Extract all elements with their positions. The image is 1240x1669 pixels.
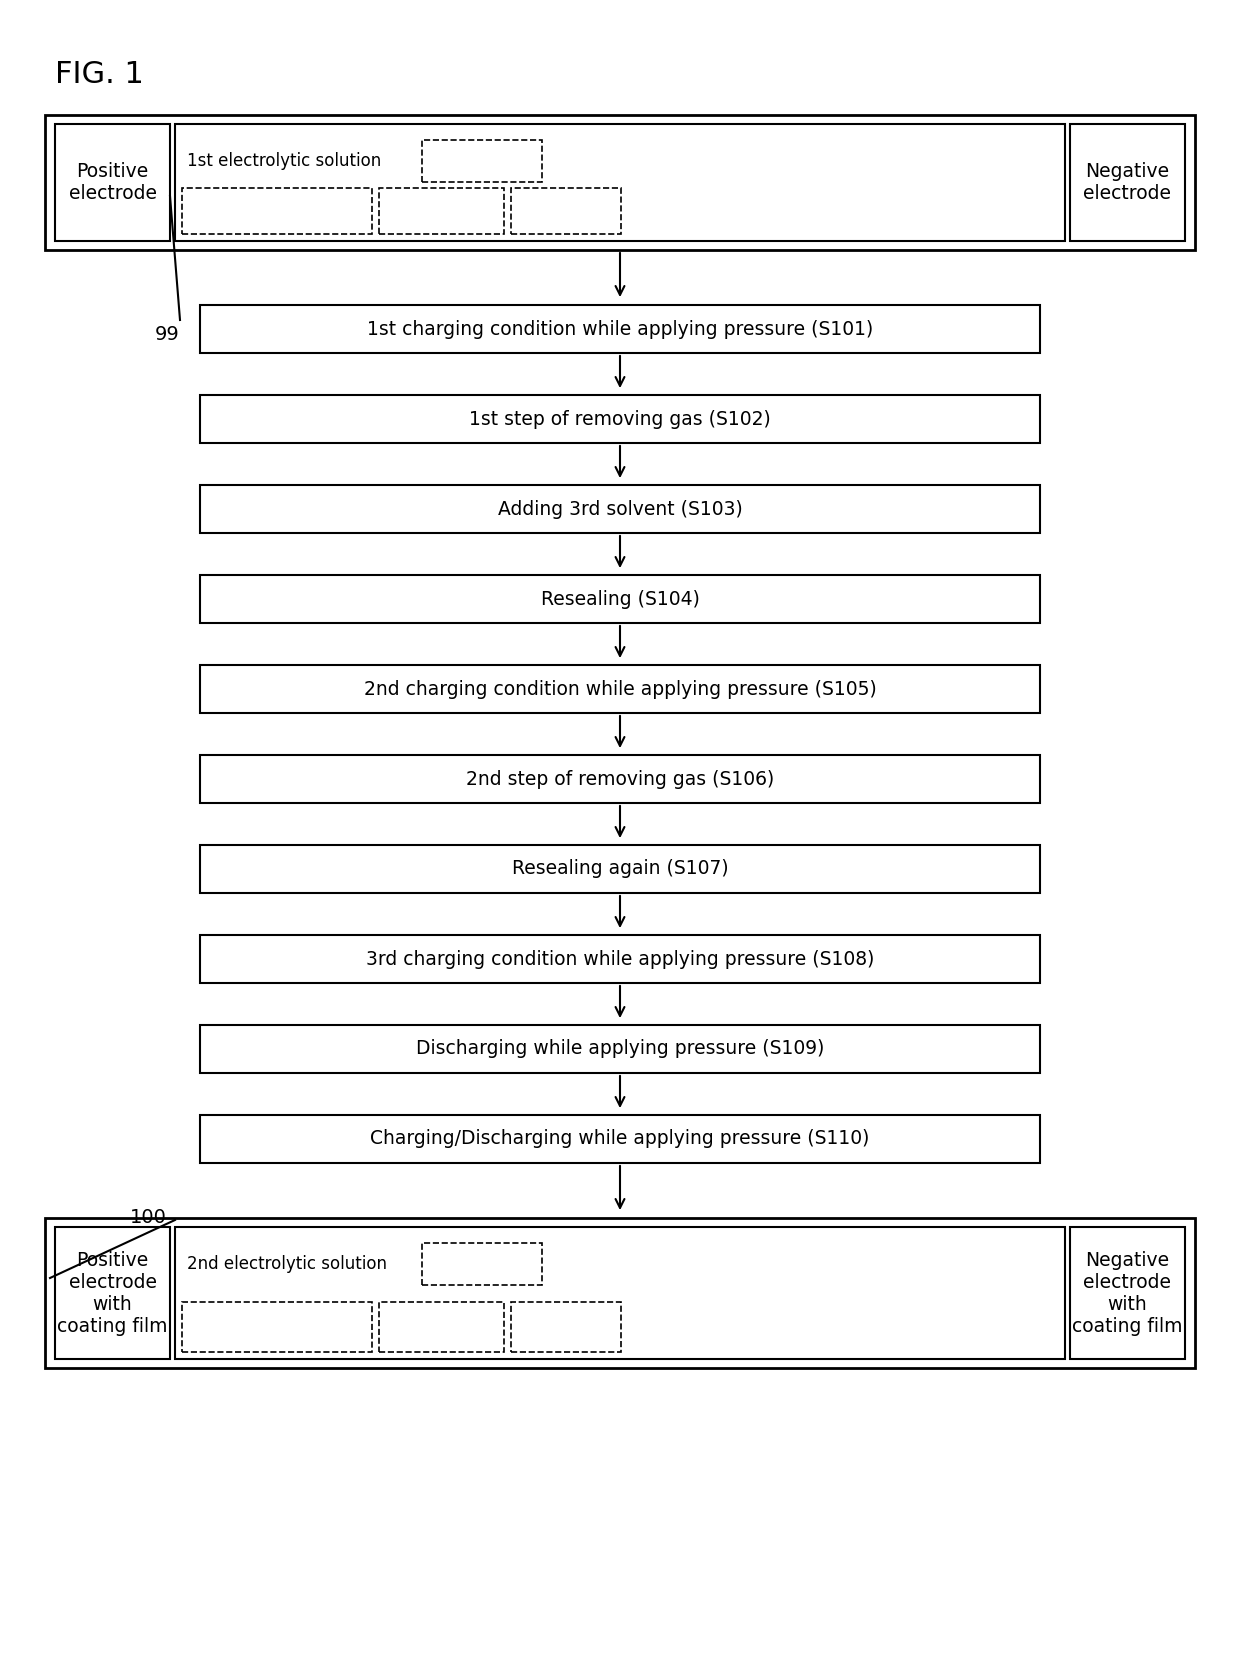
Bar: [379, 1302, 503, 1352]
Text: Charging/Discharging while applying pressure (S110): Charging/Discharging while applying pres…: [371, 1130, 869, 1148]
Bar: [182, 1302, 372, 1352]
Bar: [200, 396, 1040, 442]
Text: 1st step of removing gas (S102): 1st step of removing gas (S102): [469, 409, 771, 429]
Bar: [200, 935, 1040, 983]
Bar: [175, 1227, 1065, 1359]
Text: Negative
electrode
with
coating film: Negative electrode with coating film: [1073, 1250, 1183, 1335]
Bar: [511, 189, 621, 234]
Text: 1st electrolytic solution: 1st electrolytic solution: [187, 152, 381, 170]
Bar: [175, 124, 1065, 240]
Text: Positive
electrode
with
coating film: Positive electrode with coating film: [57, 1250, 167, 1335]
Text: 2nd solvent: 2nd solvent: [393, 1319, 490, 1335]
Text: Negative
electrode: Negative electrode: [1084, 162, 1172, 204]
Text: 3rd charging condition while applying pressure (S108): 3rd charging condition while applying pr…: [366, 950, 874, 968]
Text: 2nd solvent: 2nd solvent: [393, 202, 490, 220]
Text: 3rd solvent: 3rd solvent: [520, 1319, 613, 1335]
Bar: [182, 189, 372, 234]
Bar: [200, 664, 1040, 713]
Text: Discharging while applying pressure (S109): Discharging while applying pressure (S10…: [415, 1040, 825, 1058]
Text: Electrolyte: Electrolyte: [438, 152, 526, 170]
Bar: [200, 845, 1040, 893]
Text: 2nd charging condition while applying pressure (S105): 2nd charging condition while applying pr…: [363, 679, 877, 699]
Bar: [1070, 1227, 1185, 1359]
Bar: [55, 124, 170, 240]
Text: 1st solvent ≤ 40%: 1st solvent ≤ 40%: [201, 1319, 353, 1335]
Bar: [200, 754, 1040, 803]
Bar: [200, 1115, 1040, 1163]
Bar: [379, 189, 503, 234]
Text: 99: 99: [155, 325, 180, 344]
Bar: [422, 1243, 542, 1285]
Bar: [200, 1025, 1040, 1073]
Bar: [45, 1218, 1195, 1369]
Text: Resealing (S104): Resealing (S104): [541, 589, 699, 609]
Bar: [200, 486, 1040, 532]
Text: 1st charging condition while applying pressure (S101): 1st charging condition while applying pr…: [367, 319, 873, 339]
Text: Electrolyte: Electrolyte: [438, 1255, 526, 1273]
Bar: [200, 576, 1040, 623]
Text: Adding 3rd solvent (S103): Adding 3rd solvent (S103): [497, 499, 743, 519]
Text: 100: 100: [130, 1208, 167, 1227]
Bar: [511, 1302, 621, 1352]
Text: Resealing again (S107): Resealing again (S107): [512, 860, 728, 878]
Text: 2nd step of removing gas (S106): 2nd step of removing gas (S106): [466, 769, 774, 788]
Text: 3rd solvent: 3rd solvent: [520, 202, 613, 220]
Text: 1st solvent > 50%: 1st solvent > 50%: [201, 202, 353, 220]
Bar: [1070, 124, 1185, 240]
Bar: [200, 305, 1040, 354]
Text: Positive
electrode: Positive electrode: [68, 162, 156, 204]
Bar: [422, 140, 542, 182]
Bar: [55, 1227, 170, 1359]
Bar: [45, 115, 1195, 250]
Text: 2nd electrolytic solution: 2nd electrolytic solution: [187, 1255, 387, 1273]
Text: FIG. 1: FIG. 1: [55, 60, 144, 88]
